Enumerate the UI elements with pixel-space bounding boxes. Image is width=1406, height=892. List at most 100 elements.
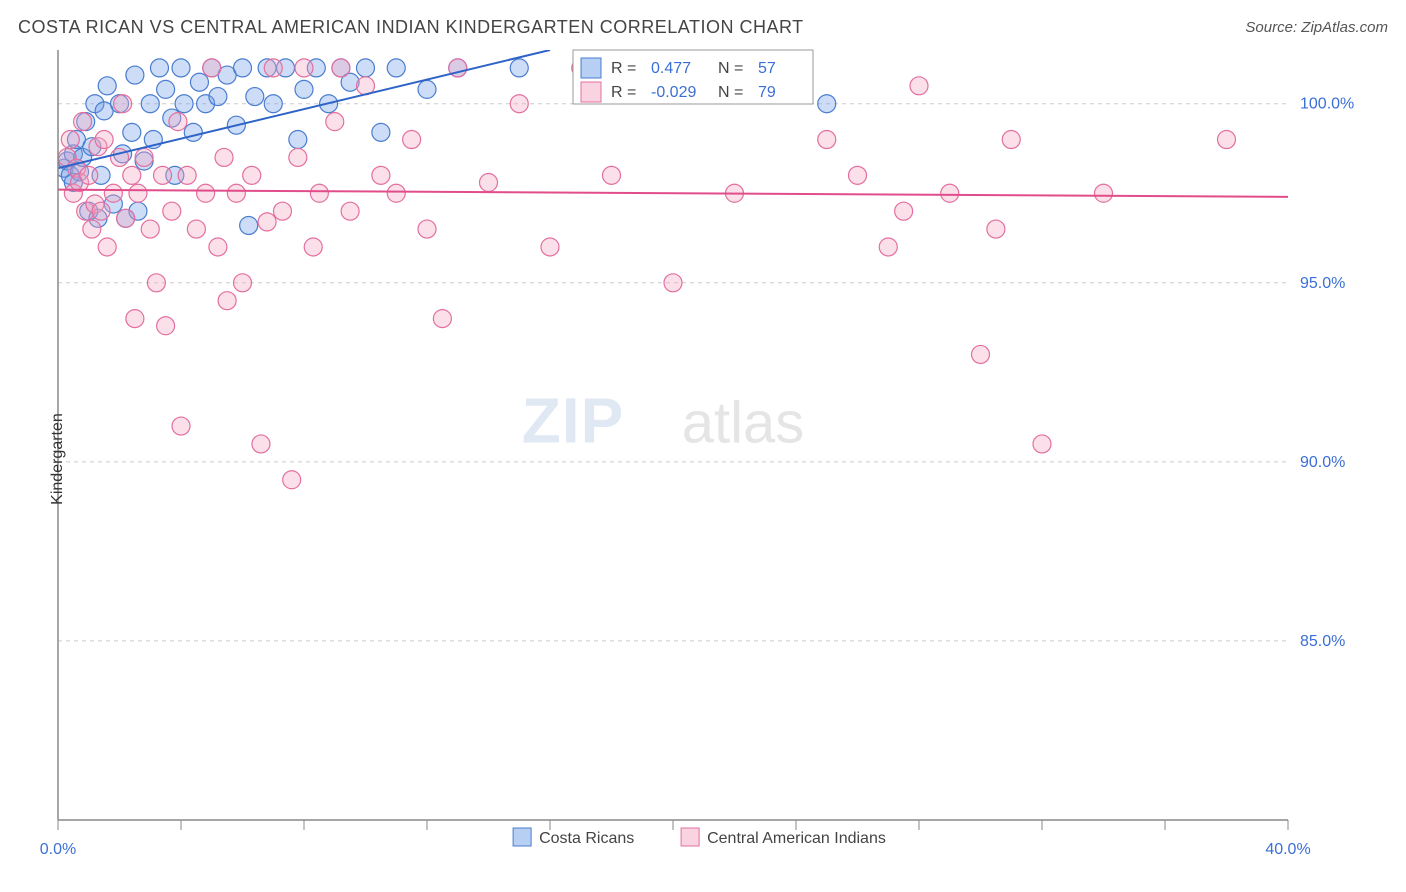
data-point [283, 471, 301, 489]
data-point [123, 123, 141, 141]
legend-stats: R =0.477N =57R =-0.029N =79 [573, 50, 813, 104]
data-point [74, 113, 92, 131]
ytick-label: 85.0% [1300, 633, 1345, 650]
data-point [172, 59, 190, 77]
data-point [264, 95, 282, 113]
legend-series: Costa Ricans Central American Indians [513, 828, 886, 847]
data-point [218, 292, 236, 310]
data-point [510, 59, 528, 77]
data-point [126, 310, 144, 328]
data-point [104, 184, 122, 202]
data-point [252, 435, 270, 453]
data-point [664, 274, 682, 292]
data-point [147, 274, 165, 292]
legend-label: Costa Ricans [539, 830, 634, 847]
data-point [234, 274, 252, 292]
data-point [418, 220, 436, 238]
data-point [114, 95, 132, 113]
data-point [264, 59, 282, 77]
data-point [227, 184, 245, 202]
data-point [1095, 184, 1113, 202]
data-point [304, 238, 322, 256]
data-point [326, 113, 344, 131]
data-point [129, 184, 147, 202]
data-point [289, 148, 307, 166]
data-point [1002, 131, 1020, 149]
data-point [178, 166, 196, 184]
data-point [387, 184, 405, 202]
data-point [849, 166, 867, 184]
data-point [510, 95, 528, 113]
data-point [310, 184, 328, 202]
data-point [61, 131, 79, 149]
data-point [141, 95, 159, 113]
data-point [1033, 435, 1051, 453]
y-axis-label: Kindergarten [49, 413, 67, 505]
data-point [157, 80, 175, 98]
svg-text:R =: R = [611, 60, 636, 77]
data-point [234, 59, 252, 77]
svg-text:N =: N = [718, 60, 743, 77]
svg-text:atlas: atlas [682, 391, 805, 456]
data-point [372, 166, 390, 184]
data-point [154, 166, 172, 184]
data-point [987, 220, 1005, 238]
data-point [98, 77, 116, 95]
data-point [157, 317, 175, 335]
data-point [246, 88, 264, 106]
data-point [910, 77, 928, 95]
data-point [190, 73, 208, 91]
data-point [169, 113, 187, 131]
data-point [895, 202, 913, 220]
data-point [172, 417, 190, 435]
legend-swatch [581, 58, 601, 78]
data-point [433, 310, 451, 328]
svg-text:N =: N = [718, 84, 743, 101]
source-name: ZipAtlas.com [1301, 19, 1388, 36]
svg-text:ZIP: ZIP [522, 385, 625, 457]
legend-swatch [681, 828, 699, 846]
data-point [203, 59, 221, 77]
data-point [818, 95, 836, 113]
ytick-label: 100.0% [1300, 96, 1354, 113]
data-point [295, 59, 313, 77]
data-point [403, 131, 421, 149]
xtick-label: 40.0% [1265, 841, 1310, 858]
data-point [163, 202, 181, 220]
data-point [126, 66, 144, 84]
data-point [83, 220, 101, 238]
legend-swatch [581, 82, 601, 102]
data-point [603, 166, 621, 184]
svg-text:79: 79 [758, 84, 776, 101]
data-point [972, 345, 990, 363]
data-point [209, 238, 227, 256]
legend-label: Central American Indians [707, 830, 886, 847]
ytick-label: 90.0% [1300, 454, 1345, 471]
data-point [197, 184, 215, 202]
data-point [480, 174, 498, 192]
svg-text:R =: R = [611, 84, 636, 101]
data-point [818, 131, 836, 149]
data-point [357, 59, 375, 77]
data-point [332, 59, 350, 77]
chart-svg: 85.0%90.0%95.0%100.0%ZIPatlas0.0%40.0%R … [18, 44, 1388, 874]
data-point [135, 148, 153, 166]
data-point [95, 131, 113, 149]
header: COSTA RICAN VS CENTRAL AMERICAN INDIAN K… [0, 0, 1406, 44]
data-point [123, 166, 141, 184]
watermark: ZIP atlas [522, 385, 805, 457]
data-point [175, 95, 193, 113]
svg-text:57: 57 [758, 60, 776, 77]
data-point [240, 216, 258, 234]
data-point [1218, 131, 1236, 149]
data-point [289, 131, 307, 149]
data-point [387, 59, 405, 77]
source-attribution: Source: ZipAtlas.com [1245, 19, 1388, 36]
data-point [209, 88, 227, 106]
ytick-label: 95.0% [1300, 275, 1345, 292]
svg-text:0.477: 0.477 [651, 60, 691, 77]
data-point [243, 166, 261, 184]
data-point [341, 202, 359, 220]
data-point [372, 123, 390, 141]
data-point [295, 80, 313, 98]
